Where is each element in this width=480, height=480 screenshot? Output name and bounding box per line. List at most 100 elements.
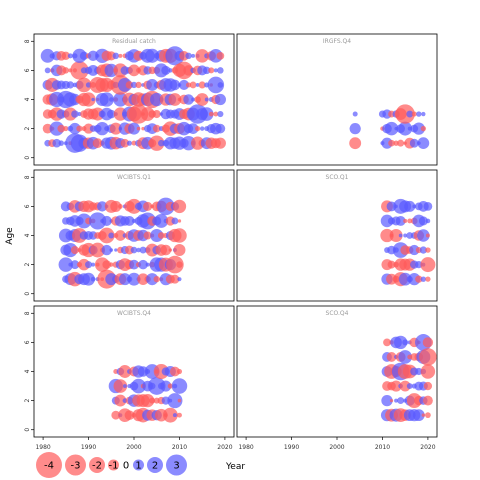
residual-bubble	[126, 140, 133, 146]
y-tick-label: 0	[24, 292, 31, 296]
x-tick-label: 2010	[375, 444, 390, 451]
residual-bubble	[177, 277, 182, 282]
residual-bubble	[388, 139, 395, 147]
residual-bubble	[406, 110, 414, 118]
legend-label: 2	[152, 461, 158, 472]
residual-bubble	[195, 126, 201, 132]
residual-bubble	[213, 111, 219, 117]
residual-bubble	[71, 110, 79, 118]
residual-bubble	[150, 228, 164, 243]
residual-bubble	[191, 53, 196, 58]
legend-bubble	[108, 459, 119, 471]
residual-bubble	[157, 232, 165, 239]
y-tick-label: 4	[24, 233, 31, 237]
residual-bubble	[422, 337, 434, 348]
residual-bubble	[383, 338, 391, 347]
residual-bubble	[349, 137, 362, 150]
residual-bubble	[398, 272, 412, 286]
residual-bubble	[217, 82, 224, 88]
residual-bubble	[44, 67, 51, 74]
residual-bubble	[112, 52, 120, 60]
residual-bubble	[177, 398, 182, 403]
x-tick-label: 1980	[35, 444, 50, 451]
residual-bubble	[176, 261, 183, 268]
residual-bubble	[76, 213, 92, 229]
residual-bubble	[76, 77, 92, 93]
residual-bubble	[409, 138, 419, 148]
residual-bubble	[143, 231, 152, 240]
residual-bubble	[90, 276, 96, 282]
legend-bubble	[36, 452, 62, 478]
residual-bubble	[99, 92, 114, 107]
panel-sco-q1: SCO.Q1	[236, 169, 438, 302]
residual-bubble	[199, 126, 205, 131]
panel-frame	[236, 169, 438, 302]
y-tick-label: 2	[24, 127, 31, 131]
residual-bubble	[208, 111, 214, 117]
y-tick-label: 2	[24, 399, 31, 403]
residual-bubble	[128, 122, 140, 135]
residual-bubble	[191, 97, 196, 102]
residual-bubble	[404, 200, 416, 212]
residual-bubble	[70, 260, 80, 270]
residual-bubble	[397, 397, 405, 405]
residual-bubble	[110, 200, 122, 212]
residual-bubble	[403, 233, 408, 238]
residual-bubble	[173, 244, 186, 257]
residual-bubble	[58, 140, 65, 146]
residual-bubble	[126, 198, 142, 214]
residual-bubble	[118, 273, 131, 286]
residual-bubble	[137, 273, 149, 286]
legend-label: -2	[92, 461, 102, 472]
residual-bubble	[89, 212, 107, 230]
y-tick-label: 8	[24, 311, 31, 315]
residual-bubble	[115, 230, 126, 241]
residual-bubble	[168, 248, 173, 252]
y-tick-label: 6	[24, 68, 31, 72]
residual-bubble	[386, 352, 397, 362]
residual-bubble	[79, 51, 89, 61]
legend-label: -4	[44, 461, 54, 472]
residual-bubble	[352, 111, 358, 117]
legend-bubble	[147, 457, 163, 473]
y-tick-label: 8	[24, 39, 31, 43]
residual-bubble	[195, 93, 209, 106]
residual-bubble	[178, 79, 190, 90]
x-tick-label: 1980	[238, 444, 253, 451]
x-tick-label: 2010	[172, 444, 187, 451]
residual-bubble	[66, 81, 74, 89]
residual-bubble	[161, 65, 171, 75]
residual-bubble	[390, 380, 402, 392]
residual-bubble	[111, 410, 121, 420]
residual-bubble	[425, 412, 431, 419]
residual-bubble	[415, 260, 423, 269]
residual-bubble	[130, 81, 138, 89]
residual-bubble	[419, 348, 437, 366]
residual-bubble	[202, 66, 211, 75]
residual-bubble	[131, 378, 146, 394]
residual-bubble	[63, 126, 69, 132]
residual-bubble	[420, 364, 436, 379]
residual-bubble	[114, 394, 127, 407]
residual-bubble	[213, 68, 218, 73]
residual-bubble	[176, 412, 182, 418]
residual-bubble	[398, 350, 413, 364]
residual-bubble	[131, 140, 137, 146]
residual-bubble	[61, 51, 70, 60]
residual-bubble	[101, 215, 112, 227]
residual-bubble	[412, 409, 425, 422]
panels-layer: Residual catch 0 2 4 6 8 IRGFS.Q4 WCIBTS.Q1 0 2 4 6…	[24, 33, 438, 451]
residual-bubble	[349, 122, 361, 135]
x-tick-label: 2000	[126, 444, 141, 451]
residual-bubble	[57, 124, 66, 133]
residual-bubble	[420, 257, 436, 273]
residual-bubble	[166, 255, 184, 274]
residual-bubble	[403, 218, 408, 223]
residual-bubble	[92, 138, 103, 149]
residual-bubble	[62, 67, 70, 74]
residual-bubble	[411, 111, 417, 117]
residual-bubble	[167, 393, 183, 409]
residual-bubble	[70, 246, 79, 255]
residual-bubble	[152, 110, 161, 119]
residual-bubble	[140, 393, 155, 408]
